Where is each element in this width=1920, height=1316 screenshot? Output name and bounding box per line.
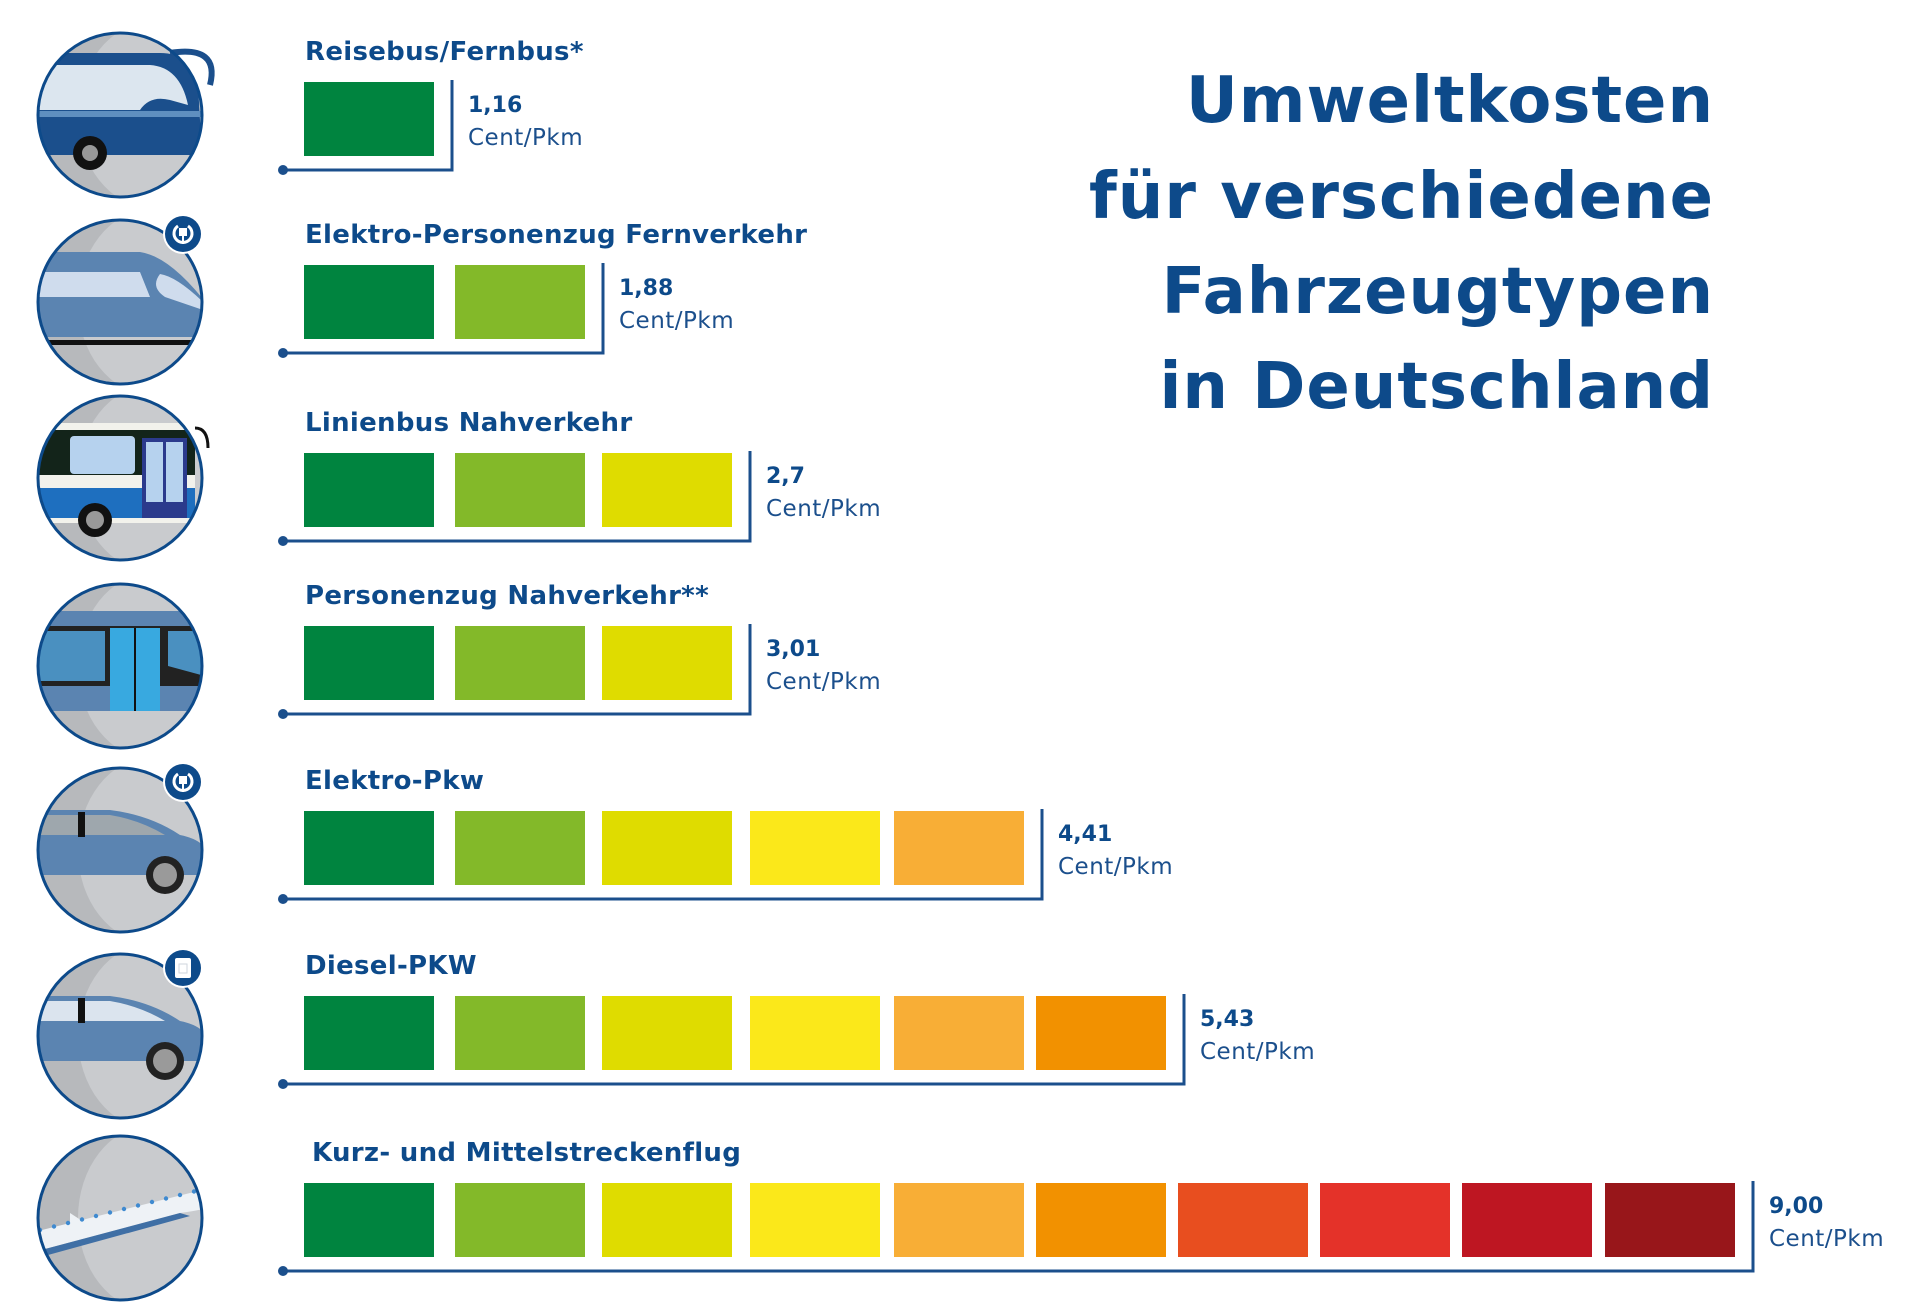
cost-block [894, 996, 1024, 1070]
plug-badge-icon [163, 762, 203, 802]
bracket-line [283, 1181, 1755, 1273]
plug-badge-icon [163, 214, 203, 254]
cost-block [750, 996, 880, 1070]
unit-label: Cent/Pkm [1058, 854, 1174, 880]
cost-block [602, 996, 732, 1070]
bracket-line [283, 809, 1044, 901]
value-label: 2,7 [766, 464, 805, 489]
fuel-can-badge-icon [163, 948, 203, 988]
coach-bus-icon [36, 31, 215, 199]
chart-title-line-3: Fahrzeugtypen [1161, 255, 1714, 329]
cost-block [455, 626, 585, 700]
bracket-dot [278, 348, 288, 358]
electric-train-icon [36, 218, 204, 386]
electric-car-icon [36, 766, 204, 934]
bracket-dot [278, 894, 288, 904]
city-bus-icon [36, 394, 210, 562]
bracket-dot [278, 1266, 288, 1276]
diesel-car-icon [36, 952, 204, 1120]
cost-block [304, 811, 434, 885]
cost-block [894, 811, 1024, 885]
category-label: Personenzug Nahverkehr** [305, 581, 709, 611]
category-label: Reisebus/Fernbus* [305, 37, 584, 67]
value-label: 5,43 [1200, 1007, 1255, 1032]
bracket-line [283, 263, 605, 355]
cost-block [602, 626, 732, 700]
cost-block [304, 453, 434, 527]
cost-block [1320, 1183, 1450, 1257]
cost-block [602, 811, 732, 885]
unit-label: Cent/Pkm [619, 308, 735, 334]
cost-block [1462, 1183, 1592, 1257]
unit-label: Cent/Pkm [1200, 1039, 1316, 1065]
bracket-line [283, 80, 454, 172]
cost-block [1178, 1183, 1308, 1257]
value-label: 1,88 [619, 276, 674, 301]
cost-block [304, 265, 434, 339]
value-label: 3,01 [766, 637, 821, 662]
cost-block [602, 453, 732, 527]
regional-train-icon [36, 582, 204, 750]
category-label: Elektro-Personenzug Fernverkehr [305, 220, 808, 250]
category-label: Kurz- und Mittelstreckenflug [312, 1138, 742, 1168]
chart-title-line-1: Umweltkosten [1185, 64, 1714, 138]
cost-block [304, 1183, 434, 1257]
value-label: 9,00 [1769, 1194, 1824, 1219]
chart-title-line-2: für verschiedene [1088, 160, 1714, 234]
bracket-line [283, 451, 752, 543]
cost-block [750, 1183, 880, 1257]
bracket-dot [278, 165, 288, 175]
cost-block [1036, 1183, 1166, 1257]
cost-block [1036, 996, 1166, 1070]
cost-block [304, 82, 434, 156]
bracket-line [283, 994, 1186, 1086]
cost-block [1605, 1183, 1735, 1257]
value-label: 4,41 [1058, 822, 1113, 847]
cost-block [455, 265, 585, 339]
cost-block [455, 1183, 585, 1257]
unit-label: Cent/Pkm [766, 669, 882, 695]
cost-block [602, 1183, 732, 1257]
value-label: 1,16 [468, 93, 523, 118]
bracket-line [283, 624, 752, 716]
chart-title-line-4: in Deutschland [1159, 350, 1714, 424]
cost-block [894, 1183, 1024, 1257]
category-label: Diesel-PKW [305, 951, 477, 981]
category-label: Linienbus Nahverkehr [305, 408, 633, 438]
cost-block [304, 996, 434, 1070]
cost-block [304, 626, 434, 700]
unit-label: Cent/Pkm [766, 496, 882, 522]
cost-block [455, 996, 585, 1070]
cost-block [750, 811, 880, 885]
unit-label: Cent/Pkm [1769, 1226, 1885, 1252]
cost-block [455, 811, 585, 885]
bracket-dot [278, 536, 288, 546]
unit-label: Cent/Pkm [468, 125, 584, 151]
bracket-dot [278, 709, 288, 719]
airplane-icon [36, 1134, 204, 1302]
cost-block [455, 453, 585, 527]
category-label: Elektro-Pkw [305, 766, 485, 796]
bracket-dot [278, 1079, 288, 1089]
